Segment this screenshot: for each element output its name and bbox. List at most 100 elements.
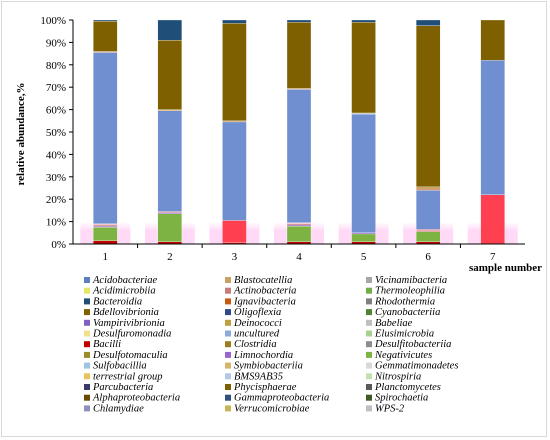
y-tick-label: 70% xyxy=(46,82,66,94)
legend-label: Phycisphaerae xyxy=(233,382,297,393)
legend-swatch xyxy=(84,351,90,358)
y-tick-label: 10% xyxy=(46,217,66,229)
y-tick-label: 80% xyxy=(46,60,66,72)
bar-segment xyxy=(157,109,183,111)
legend-label: Oligoflexia xyxy=(234,307,281,318)
bar-segment xyxy=(93,19,118,22)
legend-label: Bacteroidia xyxy=(93,296,142,307)
legend-label: uncultured xyxy=(234,329,280,340)
x-tick-label: 3 xyxy=(232,251,238,263)
legend-label: Negativicutes xyxy=(374,350,432,361)
x-tick-label: 6 xyxy=(425,251,431,263)
legend-label: Limnochordia xyxy=(233,350,293,361)
bar-segment xyxy=(222,19,247,24)
bar-segment xyxy=(480,60,505,195)
legend-label: Deinococci xyxy=(233,318,282,329)
bar-segment xyxy=(351,233,376,242)
legend-label: Alphaproteobacteria xyxy=(92,393,180,404)
legend-swatch xyxy=(366,351,372,358)
y-tick-label: 60% xyxy=(46,105,66,117)
legend-swatch xyxy=(225,405,231,412)
bar-segment xyxy=(93,51,118,53)
y-tick-label: 20% xyxy=(46,194,66,206)
y-tick-label: 30% xyxy=(46,172,66,184)
bar-segment xyxy=(157,19,183,41)
y-tick-label: 40% xyxy=(46,149,66,161)
bar-segment xyxy=(222,121,247,221)
legend-label: Vicinamibacteria xyxy=(375,275,447,286)
legend-swatch xyxy=(366,405,372,412)
bar-segment xyxy=(415,186,441,190)
legend-label: Planctomycetes xyxy=(374,382,441,393)
legend-swatch xyxy=(366,362,372,369)
legend-swatch xyxy=(225,287,231,294)
legend-label: Thermoleophilia xyxy=(375,286,445,297)
legend-label: Desulfitobacteriia xyxy=(374,339,451,350)
bar-segment xyxy=(286,88,312,90)
legend-label: Gemmatimonadetes xyxy=(375,361,458,372)
bar-segment xyxy=(222,120,247,123)
bar-segment xyxy=(93,240,118,245)
legend-swatch xyxy=(225,384,231,390)
legend-label: Bacilli xyxy=(93,339,121,350)
bar-segment xyxy=(415,231,441,242)
legend-label: Gammaproteobacteria xyxy=(234,393,329,404)
bar-segment xyxy=(351,232,376,235)
legend-label: Desulfotomaculia xyxy=(92,350,168,361)
bars-layer xyxy=(93,19,505,245)
legend-label: Ignavibacteria xyxy=(233,296,296,307)
legend-swatch xyxy=(225,277,231,283)
bar-segment xyxy=(351,19,376,23)
legend-swatch xyxy=(366,277,372,283)
legend-swatch xyxy=(225,298,231,305)
legend-label: Spirochaetia xyxy=(375,393,428,404)
legend-label: Rhodothermia xyxy=(374,296,435,307)
legend-label: Sulfobacillia xyxy=(93,361,147,372)
x-tick-label: 7 xyxy=(490,251,496,263)
y-axis: 0% 10% 20% 30% 40% 50% 60% 70% 80% 90% 100% xyxy=(40,15,74,251)
x-axis: 1 2 3 4 5 6 7 xyxy=(73,243,525,263)
legend-label: WPS-2 xyxy=(375,403,405,414)
legend-label: Symbiobacteriia xyxy=(234,361,303,372)
legend-swatch xyxy=(225,362,231,369)
y-tick-label: 50% xyxy=(46,127,66,139)
legend-swatch xyxy=(84,362,90,369)
legend-label: Verrucomicrobiae xyxy=(234,403,310,414)
bar-segment xyxy=(157,213,183,242)
legend-swatch xyxy=(366,330,372,337)
legend-swatch xyxy=(225,394,231,401)
y-tick-label: 90% xyxy=(46,37,66,49)
legend: Acidobacteriae Blastocatellia Vicinamibact… xyxy=(84,275,458,414)
legend-swatch xyxy=(366,319,372,326)
x-tick-label: 5 xyxy=(361,251,367,263)
x-axis-label: sample number xyxy=(469,262,542,274)
y-tick-label: 100% xyxy=(40,15,66,27)
bar-segment xyxy=(415,230,441,232)
x-tick-label: 1 xyxy=(103,251,109,263)
legend-swatch xyxy=(366,373,372,380)
bar-segment xyxy=(93,52,118,224)
legend-label: Clostridia xyxy=(234,339,277,350)
legend-label: Actinobacteria xyxy=(233,286,296,297)
y-tick-label: 0% xyxy=(51,239,66,251)
legend-swatch xyxy=(366,394,372,401)
bar-segment xyxy=(93,20,118,52)
bar-segment xyxy=(480,19,505,61)
bar-segment xyxy=(415,190,441,230)
legend-swatch xyxy=(225,330,231,337)
bar-segment xyxy=(157,211,183,213)
bar-segment xyxy=(286,222,312,224)
legend-swatch xyxy=(225,319,231,326)
legend-swatch xyxy=(225,341,231,348)
legend-swatch xyxy=(225,351,231,358)
legend-swatch xyxy=(225,309,231,316)
bar-segment xyxy=(157,40,183,110)
legend-swatch xyxy=(366,309,372,316)
legend-swatch xyxy=(366,341,372,348)
bar-segment xyxy=(351,112,376,115)
bar-segment xyxy=(93,223,118,226)
legend-swatch xyxy=(84,405,90,412)
bar-segment xyxy=(351,22,376,114)
